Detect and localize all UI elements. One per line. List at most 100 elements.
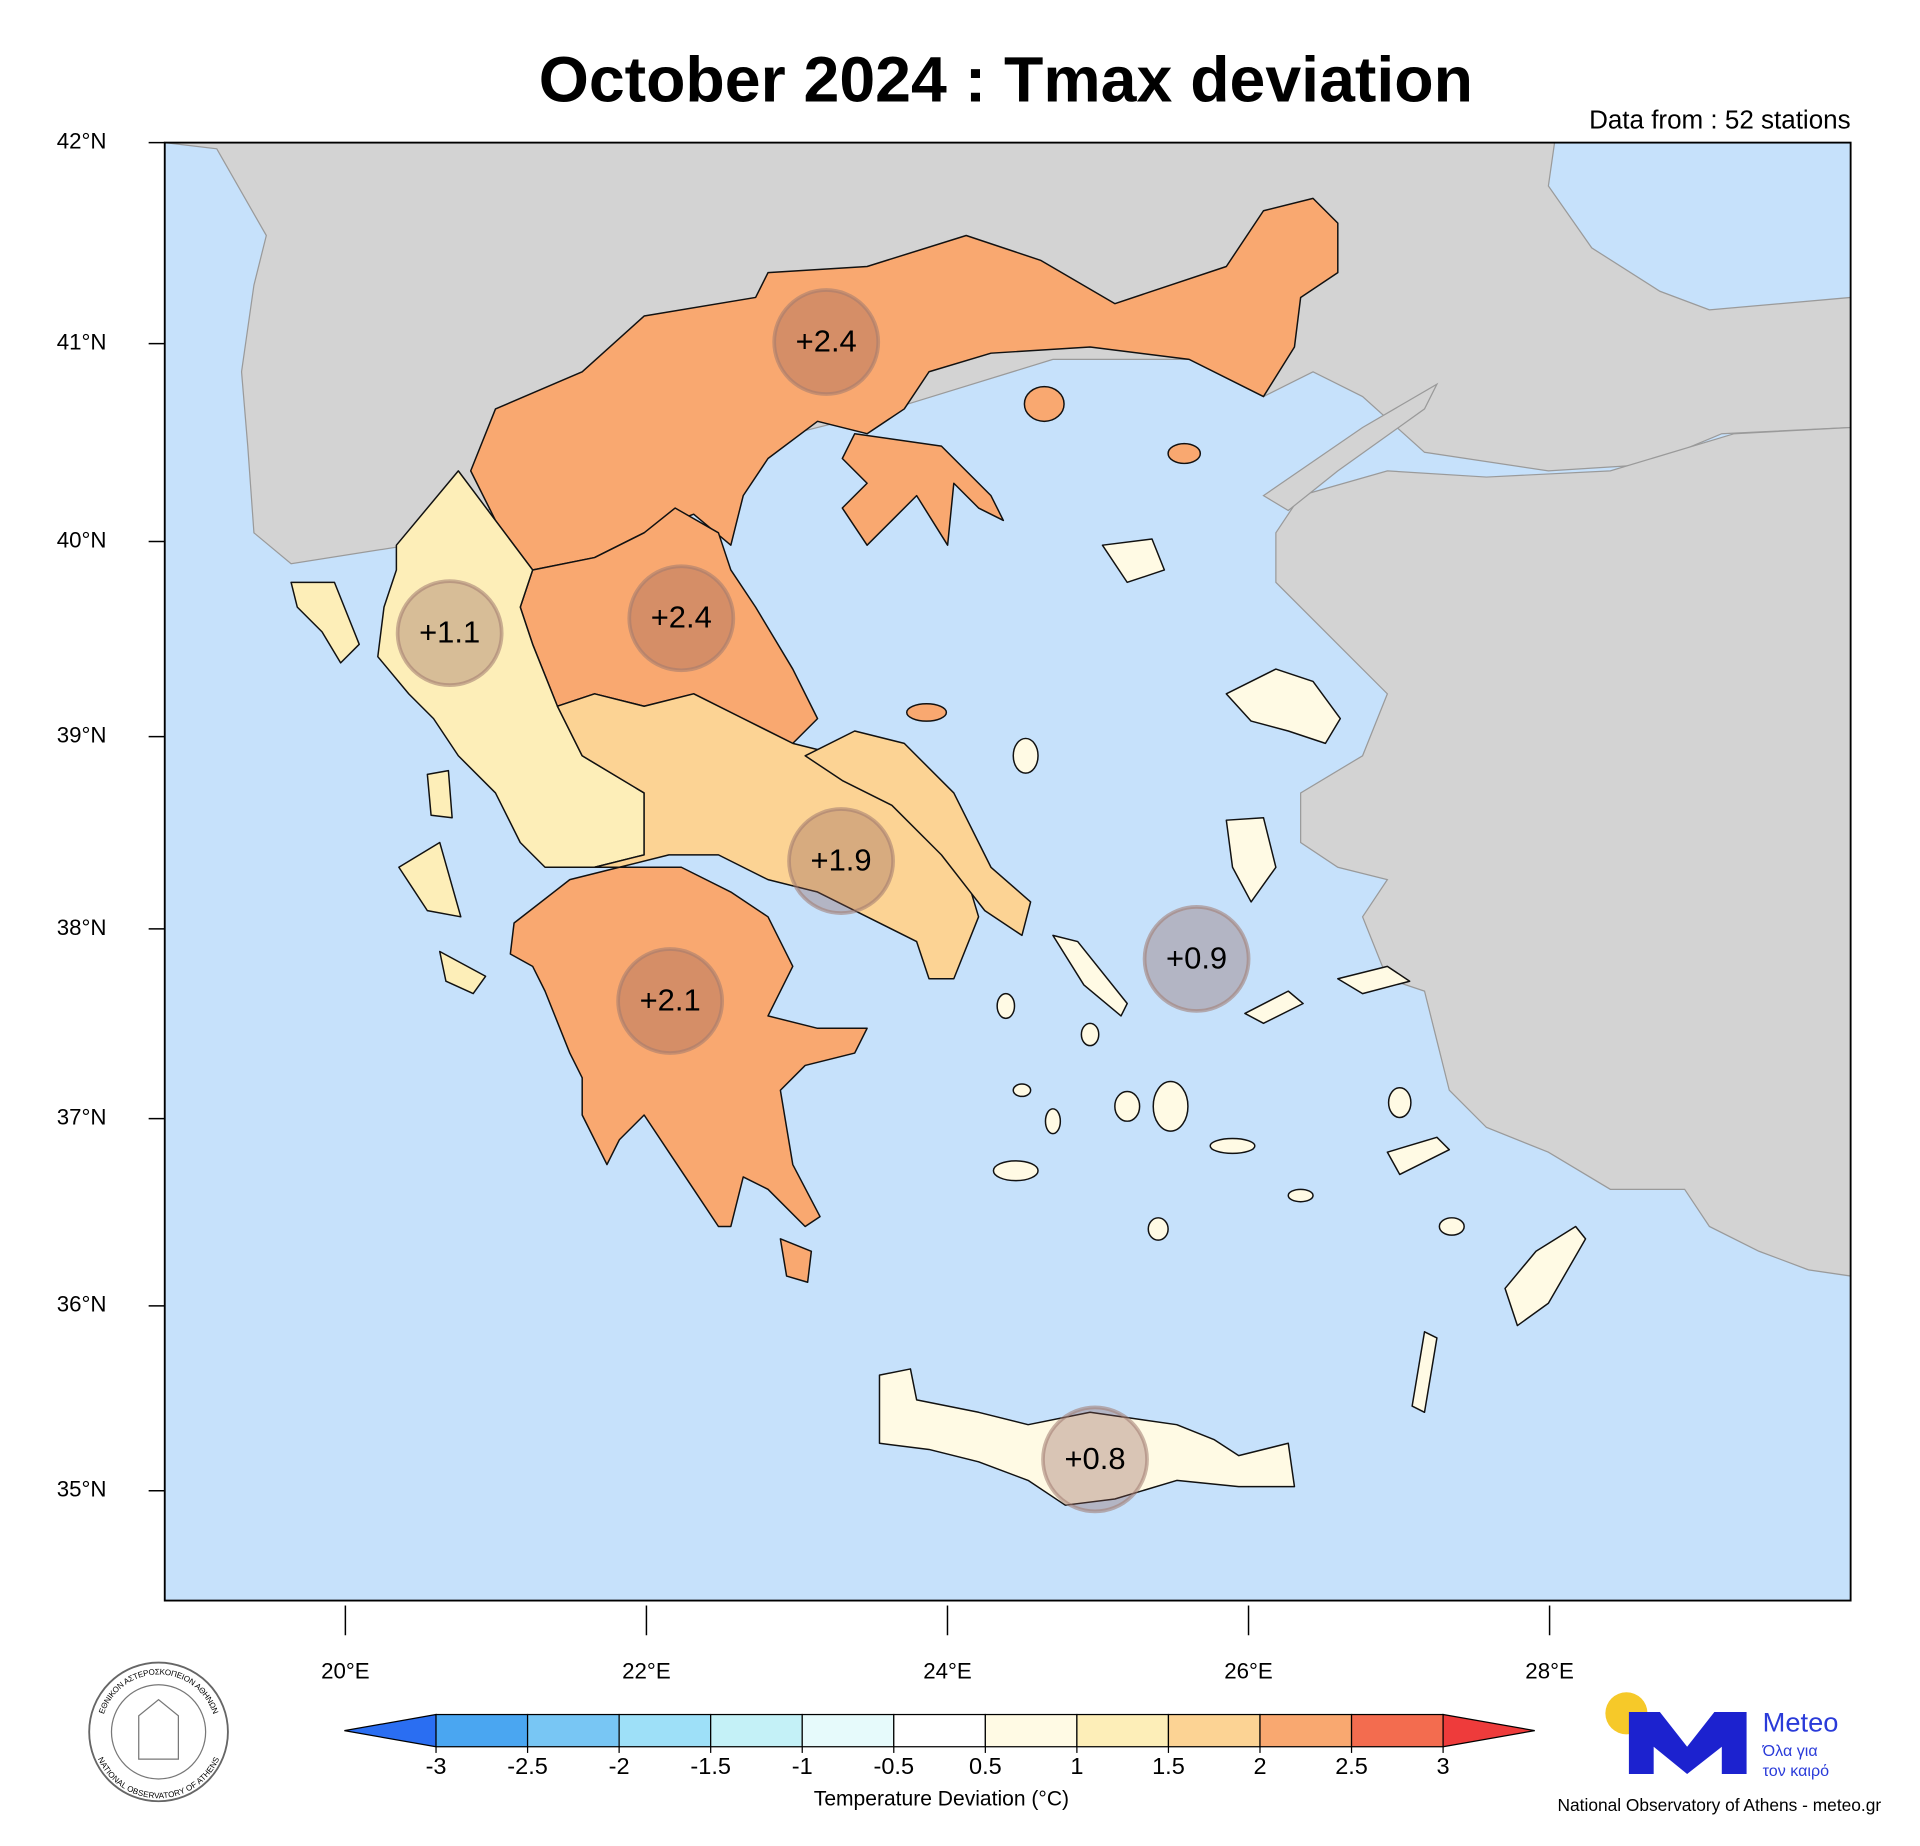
- y-tick-label: 37°N: [57, 1105, 107, 1130]
- region: [1504, 1225, 1587, 1327]
- markers: +2.4 +1.1 +2.4 +1.9 +2.1 +0.9 +0.8: [395, 288, 1251, 1514]
- colorbar-tick-label: 2: [1253, 1753, 1266, 1779]
- colorbar-tick-label: -2: [609, 1753, 630, 1779]
- colorbar: -3 -2.5 -2 -1.5 -1 -0.5 0.5 1 1.5 2 2.5 3: [344, 1713, 1535, 1779]
- region: [905, 703, 948, 722]
- title: October 2024 : Tmax deviation: [539, 43, 1473, 115]
- colorbar-box: [893, 1713, 986, 1748]
- region: [1012, 737, 1039, 774]
- station-marker: [787, 807, 895, 915]
- y-tick-label: 35°N: [57, 1477, 107, 1502]
- seal-ring: [88, 1661, 229, 1803]
- colorbar-box: [618, 1713, 712, 1748]
- station-marker: [616, 947, 725, 1055]
- region: [1287, 1188, 1314, 1203]
- station-marker: [1041, 1405, 1149, 1514]
- colorbar-tick-label: -2.5: [507, 1753, 548, 1779]
- colorbar-tick-label: -0.5: [874, 1753, 915, 1779]
- region: [841, 432, 1005, 546]
- logo-tagline: Όλα για: [1762, 1742, 1818, 1760]
- y-tick-label: 38°N: [57, 915, 107, 940]
- station-marker: [627, 564, 736, 673]
- region: [1337, 965, 1411, 995]
- colorbar-tick-label: 3: [1437, 1753, 1450, 1779]
- region: [290, 581, 360, 664]
- region: [1225, 816, 1277, 903]
- colorbar-tick-label: -1: [792, 1753, 813, 1779]
- region: [1044, 1108, 1062, 1135]
- land-gallipoli: [1262, 382, 1439, 512]
- marker-label: +2.1: [640, 982, 701, 1017]
- station-marker: [1142, 905, 1251, 1013]
- marker-label: +2.4: [651, 600, 712, 635]
- region: [1225, 668, 1342, 745]
- colorbar-box: [984, 1713, 1078, 1748]
- x-tick-label: 22°E: [622, 1658, 671, 1683]
- region: [1438, 1217, 1465, 1236]
- colorbar-tick-label: 1.5: [1152, 1753, 1185, 1779]
- colorbar-tick-label: 0.5: [969, 1753, 1002, 1779]
- region-south: [509, 866, 868, 1283]
- region: [1080, 1022, 1100, 1047]
- region: [878, 1368, 1296, 1506]
- marker-label: +1.9: [811, 842, 872, 877]
- marker-label: +0.9: [1166, 940, 1227, 975]
- subtitle: Data from : 52 stations: [1589, 104, 1851, 134]
- y-tick-label: 41°N: [57, 329, 107, 354]
- seal-text: NATIONAL OBSERVATORY OF ATHENS: [96, 1756, 221, 1801]
- colorbar-box: [710, 1713, 803, 1748]
- region: [426, 769, 453, 819]
- seal: ΕΘΝΙΚΟΝ ΑΣΤΕΡΟΣΚΟΠΕΙΟΝ ΑΘΗΝΩΝ NATIONAL O…: [88, 1661, 229, 1803]
- colorbar-box: [1259, 1713, 1353, 1748]
- colorbar-end: [344, 1713, 437, 1748]
- region: [398, 841, 462, 918]
- region: [1209, 1137, 1256, 1155]
- region: [1386, 1136, 1451, 1176]
- logo-name: Meteo: [1763, 1707, 1839, 1738]
- logo-mark: [1628, 1712, 1747, 1774]
- colorbar-tick-label: -3: [426, 1753, 447, 1779]
- region: [438, 950, 487, 995]
- region: [1411, 1331, 1438, 1414]
- meteo-logo: Meteo Όλα για τον καιρό: [1605, 1692, 1838, 1780]
- marker-label: +2.4: [796, 323, 857, 358]
- colorbar-box: [526, 1713, 620, 1748]
- region: [1023, 385, 1065, 423]
- region: [1167, 442, 1202, 465]
- colorbar-box: [1076, 1713, 1170, 1748]
- y-tick-label: 40°N: [57, 527, 107, 552]
- y-tick-label: 42°N: [57, 129, 107, 154]
- colorbar-label: Temperature Deviation (°C): [814, 1788, 1069, 1811]
- region: [1387, 1087, 1412, 1119]
- region-north: [469, 197, 1339, 722]
- colorbar-tick-label: -1.5: [690, 1753, 731, 1779]
- region: [1012, 1083, 1032, 1098]
- region: [556, 693, 980, 980]
- colorbar-tick-label: 2.5: [1335, 1753, 1368, 1779]
- marker-label: +0.8: [1064, 1441, 1125, 1476]
- y-tick-label: 39°N: [57, 722, 107, 747]
- region: [1244, 990, 1304, 1025]
- map-frame: [163, 141, 1852, 1602]
- region: [804, 730, 1032, 937]
- region-central: [556, 693, 1032, 980]
- map-area: +2.4 +1.1 +2.4 +1.9 +2.1 +0.9 +0.8: [164, 142, 1851, 1601]
- station-marker: [772, 288, 881, 396]
- station-marker: [395, 579, 504, 688]
- x-tick-label: 26°E: [1224, 1658, 1273, 1683]
- region: [779, 1238, 813, 1283]
- seal-top: ΕΘΝΙΚΟΝ ΑΣΤΕΡΟΣΚΟΠΕΙΟΝ ΑΘΗΝΩΝ: [97, 1668, 220, 1716]
- seal-inner: [110, 1684, 207, 1780]
- credit: National Observatory of Athens - meteo.g…: [1558, 1795, 1882, 1815]
- colorbar-box: [1167, 1713, 1261, 1748]
- region: [509, 866, 868, 1228]
- land-east: [1275, 426, 1851, 1277]
- axes: 35°N 36°N 37°N 38°N 39°N 40°N 41°N 42°N 20°E 22°E…: [57, 129, 1574, 1684]
- region-west: [290, 470, 645, 995]
- colorbar-end: [1442, 1713, 1535, 1748]
- marker-label: +1.1: [419, 615, 480, 650]
- x-tick-label: 20°E: [321, 1658, 370, 1683]
- colorbar-box: [435, 1713, 529, 1748]
- seal-figure: [138, 1698, 179, 1760]
